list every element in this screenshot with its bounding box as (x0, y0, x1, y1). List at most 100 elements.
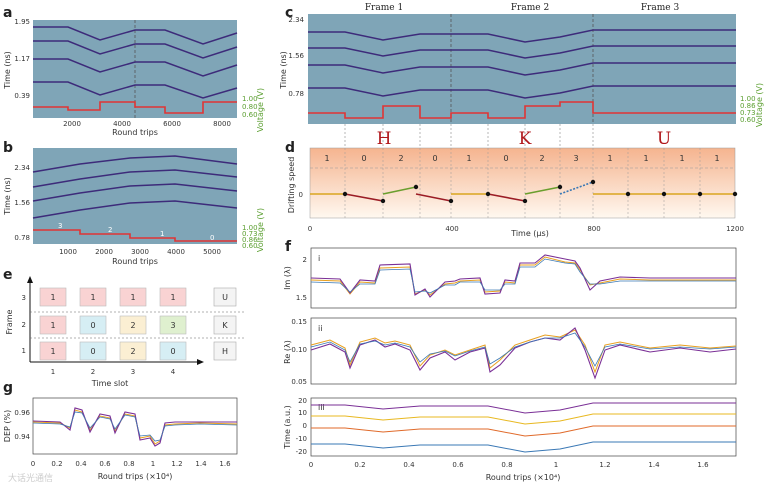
svg-text:0.8: 0.8 (123, 460, 134, 468)
svg-text:Re (λ): Re (λ) (283, 340, 292, 364)
svg-text:1: 1 (607, 154, 612, 163)
svg-text:2000: 2000 (95, 248, 113, 256)
b-trace-3 (32, 183, 238, 202)
svg-text:1: 1 (130, 293, 135, 302)
svg-text:0.05: 0.05 (291, 378, 307, 386)
c-trace-2 (308, 45, 736, 59)
svg-text:Drifting speed: Drifting speed (287, 157, 296, 214)
svg-text:K: K (222, 321, 228, 330)
svg-text:0: 0 (90, 347, 95, 356)
c-trace-4 (308, 85, 736, 99)
svg-text:1.2: 1.2 (599, 461, 610, 469)
f-i-trace-purple (310, 254, 736, 298)
svg-text:1.4: 1.4 (195, 460, 207, 468)
svg-text:-20: -20 (296, 448, 307, 456)
svg-text:1.00: 1.00 (242, 224, 258, 232)
svg-text:0.6: 0.6 (452, 461, 464, 469)
svg-text:3: 3 (573, 154, 578, 163)
svg-text:Voltage (V): Voltage (V) (256, 208, 265, 252)
svg-text:0: 0 (503, 154, 508, 163)
svg-text:0.73: 0.73 (740, 109, 756, 117)
svg-text:0: 0 (303, 422, 307, 430)
svg-text:0.4: 0.4 (403, 461, 415, 469)
svg-text:0.60: 0.60 (740, 116, 756, 124)
svg-text:5000: 5000 (203, 248, 221, 256)
svg-text:6000: 6000 (163, 120, 181, 128)
svg-text:1.00: 1.00 (242, 95, 258, 103)
svg-text:Frame: Frame (5, 309, 14, 334)
letter-h: H (377, 129, 392, 149)
e-row-3: 1 1 1 1 U (39, 287, 237, 307)
svg-text:Im (λ): Im (λ) (283, 266, 292, 290)
g-trace-blue (32, 411, 238, 442)
svg-text:0: 0 (309, 461, 313, 469)
svg-text:1: 1 (466, 154, 471, 163)
svg-text:2: 2 (130, 321, 135, 330)
svg-text:ii: ii (318, 324, 322, 333)
svg-text:Time (ns): Time (ns) (279, 51, 288, 90)
svg-text:20: 20 (298, 397, 307, 405)
panel-b-plot (33, 148, 237, 244)
svg-text:1: 1 (90, 293, 95, 302)
svg-text:Round trips (×10⁴): Round trips (×10⁴) (486, 473, 561, 482)
f-ii-trace-blue (310, 332, 737, 367)
svg-text:1.95: 1.95 (14, 18, 30, 26)
svg-text:Frame 3: Frame 3 (641, 3, 680, 13)
svg-text:-10: -10 (296, 435, 307, 443)
svg-text:0.94: 0.94 (14, 433, 30, 441)
a-trace-2 (33, 40, 238, 59)
svg-text:0.78: 0.78 (288, 90, 304, 98)
b-voltage (33, 229, 237, 242)
e-row-2: 1 0 2 3 K (39, 315, 237, 335)
panel-f-iii-plot (310, 397, 737, 457)
panel-label-f: f (285, 239, 292, 255)
a-trace-1 (33, 26, 238, 45)
svg-text:1: 1 (679, 154, 684, 163)
b-trace-4 (32, 200, 238, 219)
svg-text:1: 1 (160, 230, 164, 238)
svg-text:1200: 1200 (726, 225, 744, 233)
svg-text:10: 10 (298, 409, 307, 417)
panel-label-g: g (3, 380, 13, 396)
c-trace-3 (308, 62, 736, 76)
svg-text:Round trips: Round trips (112, 128, 158, 137)
svg-text:4: 4 (171, 368, 176, 376)
svg-text:Voltage (V): Voltage (V) (256, 88, 265, 132)
svg-text:3: 3 (58, 222, 62, 230)
svg-text:0.2: 0.2 (51, 460, 62, 468)
svg-text:0: 0 (432, 154, 437, 163)
b-trace-2 (32, 169, 238, 188)
f-iii-trace-purple (311, 402, 736, 414)
svg-text:0.96: 0.96 (14, 409, 30, 417)
svg-text:0: 0 (308, 225, 312, 233)
svg-text:4000: 4000 (167, 248, 185, 256)
b-trace-1 (32, 155, 238, 173)
svg-text:Round trips: Round trips (112, 257, 158, 266)
svg-text:1: 1 (50, 321, 55, 330)
letter-u: U (657, 129, 671, 149)
svg-text:3: 3 (22, 294, 26, 302)
svg-text:1: 1 (714, 154, 719, 163)
svg-text:0: 0 (90, 321, 95, 330)
svg-text:2: 2 (130, 347, 135, 356)
letter-k: K (519, 129, 532, 149)
svg-text:3000: 3000 (131, 248, 149, 256)
panel-label-d: d (285, 140, 295, 156)
panel-label-c: c (285, 5, 293, 21)
c-voltage (308, 101, 736, 119)
svg-text:1: 1 (643, 154, 648, 163)
panel-d-plot (309, 147, 736, 219)
a-trace-4 (33, 81, 238, 99)
svg-text:0.15: 0.15 (291, 318, 307, 326)
svg-text:0.10: 0.10 (291, 346, 307, 354)
svg-text:Time (a.u.): Time (a.u.) (283, 405, 292, 449)
svg-text:1: 1 (22, 347, 26, 355)
svg-text:0: 0 (361, 154, 366, 163)
f-ii-trace-purple (310, 327, 737, 380)
svg-text:1.5: 1.5 (296, 294, 307, 302)
svg-text:1: 1 (324, 154, 329, 163)
svg-text:Time slot: Time slot (91, 379, 129, 388)
svg-text:0.86: 0.86 (740, 102, 756, 110)
svg-text:800: 800 (587, 225, 600, 233)
